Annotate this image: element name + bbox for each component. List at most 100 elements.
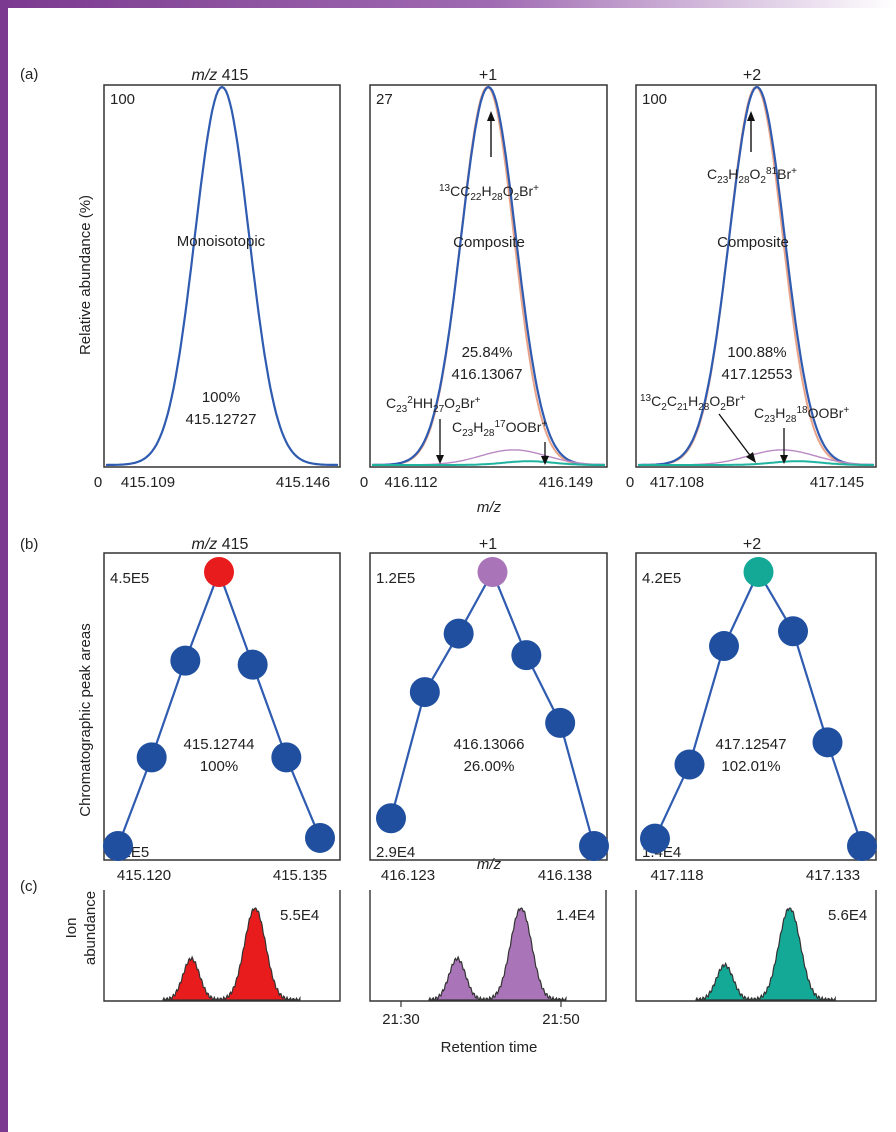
a-ylabel: Relative abundance (%) bbox=[77, 195, 94, 355]
a1-annotation-mass: 415.12727 bbox=[186, 411, 257, 428]
b3-point-1 bbox=[674, 749, 705, 780]
a3-formula-main: C23H28O281Br+ bbox=[707, 166, 797, 186]
a3-formula-right: C23H2818OOBr+ bbox=[754, 405, 849, 425]
panel-b3: +2 4.2E5 1.4E4 417.12547 102.01% 417.118… bbox=[635, 536, 877, 884]
b1-x-tick-1: 415.135 bbox=[273, 867, 327, 884]
a1-frame bbox=[103, 84, 341, 468]
b3-point-4 bbox=[778, 616, 808, 647]
b2-point-5 bbox=[545, 707, 576, 738]
b1-point-0 bbox=[103, 831, 133, 861]
c2-area bbox=[428, 907, 567, 1002]
panel-letter-b: (b) bbox=[20, 536, 38, 553]
c2-max-label: 1.4E4 bbox=[556, 907, 595, 924]
a2-formula-main: 13CC22H28O2Br+ bbox=[439, 183, 539, 203]
panel-a1: m/z 415 100 Monoisotopic 100% 415.12727 … bbox=[94, 67, 341, 491]
a3-formula-left: 13C2C21H28O2Br+ bbox=[640, 393, 746, 413]
b1-connecting-line bbox=[116, 568, 322, 847]
b-ylabel: Chromatographic peak areas bbox=[77, 623, 94, 816]
b2-title: +1 bbox=[479, 536, 497, 553]
a1-annotation-name: Monoisotopic bbox=[177, 233, 266, 250]
b1-point-4 bbox=[237, 649, 268, 680]
a2-formula-right: C23H2817OOBr+ bbox=[452, 419, 547, 439]
b1-point-6 bbox=[305, 822, 335, 853]
a2-arrowhead-left bbox=[436, 455, 444, 464]
b1-percent: 100% bbox=[200, 758, 238, 775]
a3-annotation-mass: 417.12553 bbox=[722, 366, 793, 383]
a2-series-minor-2 bbox=[372, 460, 605, 466]
a3-series-minor-2 bbox=[638, 460, 874, 466]
b3-ymax-label: 4.2E5 bbox=[642, 570, 681, 587]
a2-annotation-percent: 25.84% bbox=[462, 344, 513, 361]
a3-x-tick-1: 417.145 bbox=[810, 474, 864, 491]
a1-series-line bbox=[105, 85, 339, 467]
c2-x-tick-1: 21:50 bbox=[542, 1011, 580, 1028]
panel-b1: m/z 415 4.5E5 1.1E5 415.12744 100% 415.1… bbox=[103, 536, 341, 884]
a1-annotation-percent: 100% bbox=[202, 389, 240, 406]
b1-ymax-label: 4.5E5 bbox=[110, 570, 149, 587]
b2-ymin-label: 2.9E4 bbox=[376, 844, 415, 861]
c-xlabel: Retention time bbox=[441, 1039, 538, 1056]
a3-title: +2 bbox=[743, 67, 761, 84]
a1-title: m/z 415 bbox=[192, 67, 249, 84]
a2-x-tick-0: 416.112 bbox=[384, 474, 437, 491]
a2-series-composite bbox=[371, 85, 606, 467]
b3-x-tick-0: 417.118 bbox=[650, 867, 703, 884]
b1-point-5 bbox=[271, 742, 302, 773]
a2-formula-left: C232HH27O2Br+ bbox=[386, 395, 481, 415]
a1-zero-label: 0 bbox=[94, 474, 102, 491]
b3-point-0 bbox=[640, 823, 670, 854]
b3-connecting-line bbox=[654, 569, 864, 847]
b3-percent: 102.01% bbox=[721, 758, 780, 775]
a2-annotation-mass: 416.13067 bbox=[452, 366, 523, 383]
b1-mass: 415.12744 bbox=[184, 736, 255, 753]
c2-x-tick-0: 21:30 bbox=[382, 1011, 420, 1028]
b3-marks bbox=[640, 557, 877, 861]
c1-area bbox=[162, 907, 301, 1002]
a1-ymax-label: 100 bbox=[110, 91, 135, 108]
c2-axes bbox=[369, 890, 607, 1002]
c1-axes bbox=[103, 890, 341, 1002]
a3-annotation-percent: 100.88% bbox=[727, 344, 786, 361]
a3-annotation-name: Composite bbox=[717, 234, 789, 251]
b3-title: +2 bbox=[743, 536, 761, 553]
a1-x-tick-1: 415.146 bbox=[276, 474, 330, 491]
a2-arrowhead-right bbox=[541, 456, 549, 465]
a2-zero-label: 0 bbox=[360, 474, 368, 491]
b3-point-6 bbox=[847, 831, 877, 861]
b2-mass: 416.13066 bbox=[454, 736, 525, 753]
a3-arrow-left bbox=[718, 413, 753, 459]
b2-point-0 bbox=[376, 803, 406, 834]
c-ylabel-line2: abundance bbox=[82, 891, 99, 965]
panel-c3: 5.6E4 bbox=[635, 890, 877, 1002]
panel-c2: 1.4E4 21:30 21:50 bbox=[369, 890, 607, 1028]
b3-mass: 417.12547 bbox=[716, 736, 787, 753]
a3-arrowhead-right bbox=[780, 455, 788, 464]
a2-ymax-label: 27 bbox=[376, 91, 393, 108]
c3-axes bbox=[635, 890, 877, 1002]
a3-arrowhead-main bbox=[747, 111, 755, 121]
a2-annotation-name: Composite bbox=[453, 234, 525, 251]
b2-point-1 bbox=[409, 677, 440, 708]
b1-point-1 bbox=[136, 742, 167, 773]
c3-max-label: 5.6E4 bbox=[828, 907, 867, 924]
c1-max-label: 5.5E4 bbox=[280, 907, 319, 924]
b3-point-3 bbox=[743, 557, 774, 587]
decorative-left-bar bbox=[0, 0, 8, 1132]
b1-x-tick-0: 415.120 bbox=[117, 867, 171, 884]
a3-arrowhead-left bbox=[746, 452, 756, 463]
panel-letter-a: (a) bbox=[20, 66, 38, 83]
b1-frame bbox=[103, 552, 341, 861]
c3-area bbox=[695, 907, 836, 1002]
b2-ymax-label: 1.2E5 bbox=[376, 570, 415, 587]
b1-marks bbox=[103, 557, 335, 861]
a2-title: +1 bbox=[479, 67, 497, 84]
b1-point-2 bbox=[170, 645, 201, 676]
c-ylabel-line1: Ion bbox=[63, 918, 80, 939]
b2-x-tick-0: 416.123 bbox=[381, 867, 435, 884]
panel-b2: +1 1.2E5 2.9E4 416.13066 26.00% 416.123 … bbox=[369, 536, 609, 884]
decorative-top-bar bbox=[0, 0, 896, 8]
a3-x-tick-0: 417.108 bbox=[650, 474, 704, 491]
b2-point-4 bbox=[511, 640, 542, 671]
a3-zero-label: 0 bbox=[626, 474, 634, 491]
b-xlabel: m/z bbox=[477, 856, 502, 873]
